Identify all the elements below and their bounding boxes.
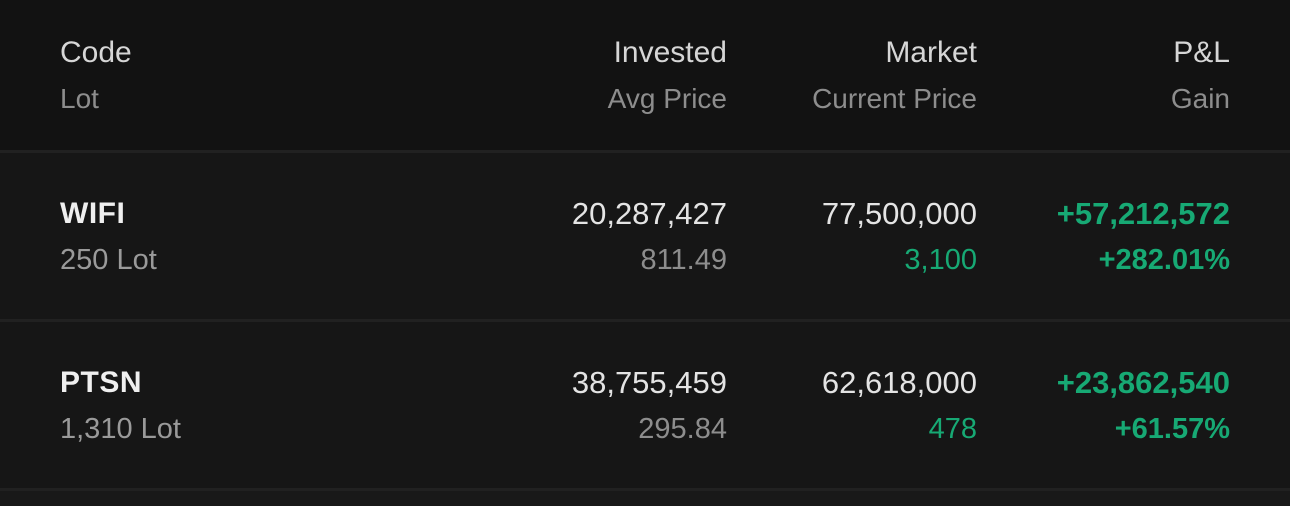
gain-value: +61.57% xyxy=(1114,412,1230,445)
cell-market: 77,500,000 3,100 xyxy=(727,195,977,278)
header-avg-price-label: Avg Price xyxy=(607,82,727,114)
header-lot-label: Lot xyxy=(60,82,99,114)
avg-price-value: 811.49 xyxy=(640,243,727,276)
header-code-label: Code xyxy=(60,35,132,69)
cell-code: PTSN 1,310 Lot xyxy=(60,364,360,447)
cell-pnl: +57,212,572 +282.01% xyxy=(977,195,1230,278)
cell-market: 62,618,000 478 xyxy=(727,364,977,447)
stock-lot: 1,310 Lot xyxy=(60,412,181,445)
stock-code: WIFI xyxy=(60,196,126,230)
cell-pnl: +23,862,540 +61.57% xyxy=(977,364,1230,447)
gain-value: +282.01% xyxy=(1098,243,1230,276)
invested-value: 20,287,427 xyxy=(571,195,727,231)
invested-value: 38,755,459 xyxy=(571,364,727,400)
next-row-partial[interactable] xyxy=(0,488,1290,506)
avg-price-value: 295.84 xyxy=(638,412,727,445)
table-row-wifi[interactable]: WIFI 250 Lot 20,287,427 811.49 77,500,00… xyxy=(0,150,1290,319)
stock-lot: 250 Lot xyxy=(60,243,157,276)
header-col-invested: Invested Avg Price xyxy=(360,35,727,116)
pnl-value: +23,862,540 xyxy=(1056,364,1230,400)
table-row-ptsn[interactable]: PTSN 1,310 Lot 38,755,459 295.84 62,618,… xyxy=(0,319,1290,488)
table-header: Code Lot Invested Avg Price Market Curre… xyxy=(0,0,1290,150)
header-col-code: Code Lot xyxy=(60,35,360,116)
stock-code: PTSN xyxy=(60,365,143,399)
current-price-value: 3,100 xyxy=(904,243,977,276)
market-value: 62,618,000 xyxy=(821,364,977,400)
market-value: 77,500,000 xyxy=(821,195,977,231)
header-col-pnl: P&L Gain xyxy=(977,35,1230,116)
cell-code: WIFI 250 Lot xyxy=(60,195,360,278)
header-col-market: Market Current Price xyxy=(727,35,977,116)
header-pnl-label: P&L xyxy=(1173,35,1230,69)
cell-invested: 38,755,459 295.84 xyxy=(360,364,727,447)
header-invested-label: Invested xyxy=(613,35,727,69)
header-current-price-label: Current Price xyxy=(812,82,977,114)
header-gain-label: Gain xyxy=(1170,82,1230,114)
cell-invested: 20,287,427 811.49 xyxy=(360,195,727,278)
current-price-value: 478 xyxy=(928,412,977,445)
pnl-value: +57,212,572 xyxy=(1056,195,1230,231)
header-market-label: Market xyxy=(885,35,977,69)
